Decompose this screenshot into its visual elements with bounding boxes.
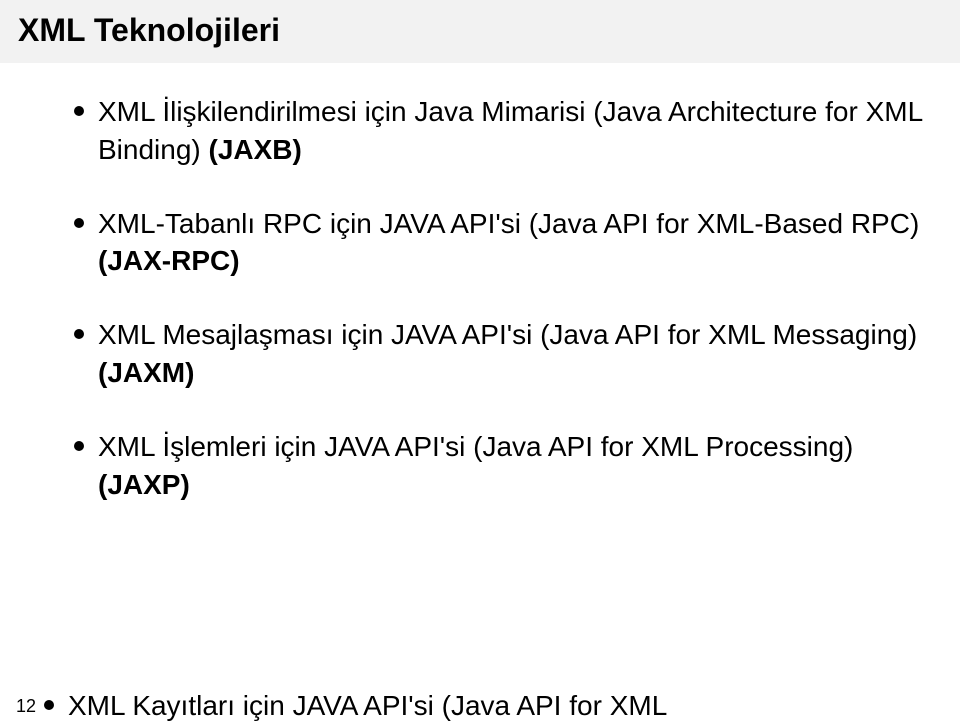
bullet-dot-icon — [74, 106, 84, 116]
bullet-bold: (JAXP) — [98, 469, 190, 500]
bullet-item-cut: XML Kayıtları için JAVA API'si (Java API… — [44, 687, 667, 725]
bullet-pre: XML Kayıtları için JAVA API'si (Java API… — [68, 690, 667, 721]
slide: XML Teknolojileri XML İlişkilendirilmesi… — [0, 0, 960, 725]
bullet-dot-icon — [74, 218, 84, 228]
bullet-pre: XML-Tabanlı RPC için JAVA API'si (Java A… — [98, 208, 919, 239]
bullet-text-cut: XML Kayıtları için JAVA API'si (Java API… — [68, 687, 667, 725]
bullet-bold: (JAXB) — [209, 134, 302, 165]
bullet-text: XML Mesajlaşması için JAVA API'si (Java … — [98, 316, 940, 392]
bullet-text: XML-Tabanlı RPC için JAVA API'si (Java A… — [98, 205, 940, 281]
content-area: XML İlişkilendirilmesi için Java Mimaris… — [0, 63, 960, 503]
bullet-bold: (JAXM) — [98, 357, 194, 388]
page-number: 12 — [16, 696, 36, 717]
bullet-item: XML İşlemleri için JAVA API'si (Java API… — [40, 428, 940, 504]
bullet-pre: XML İşlemleri için JAVA API'si (Java API… — [98, 431, 853, 462]
bullet-item: XML Mesajlaşması için JAVA API'si (Java … — [40, 316, 940, 392]
bullet-bold: (JAX-RPC) — [98, 245, 240, 276]
bullet-text: XML İlişkilendirilmesi için Java Mimaris… — [98, 93, 940, 169]
bullet-dot-icon — [74, 441, 84, 451]
bullet-dot-icon — [74, 329, 84, 339]
bullet-pre: XML Mesajlaşması için JAVA API'si (Java … — [98, 319, 917, 350]
bullet-text: XML İşlemleri için JAVA API'si (Java API… — [98, 428, 940, 504]
slide-title: XML Teknolojileri — [18, 12, 280, 48]
title-bar: XML Teknolojileri — [0, 0, 960, 63]
bullet-item: XML-Tabanlı RPC için JAVA API'si (Java A… — [40, 205, 940, 281]
bullet-item: XML İlişkilendirilmesi için Java Mimaris… — [40, 93, 940, 169]
bullet-dot-icon — [44, 700, 54, 710]
